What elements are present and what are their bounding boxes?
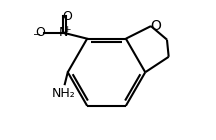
Text: O: O: [62, 10, 72, 23]
Text: NH₂: NH₂: [51, 87, 75, 100]
Text: O: O: [150, 19, 161, 33]
Text: N: N: [59, 26, 68, 39]
Text: +: +: [63, 25, 70, 34]
Text: O: O: [35, 26, 45, 39]
Text: −: −: [33, 30, 41, 40]
